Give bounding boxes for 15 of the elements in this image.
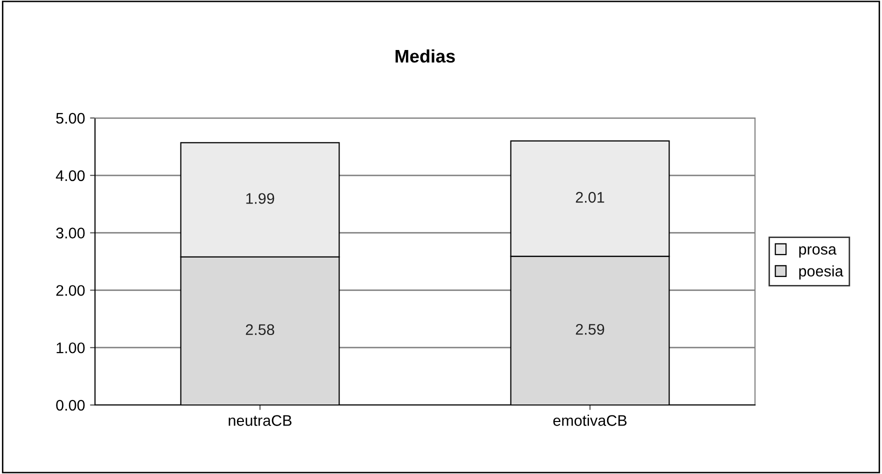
data-label: 2.59 <box>576 324 604 335</box>
data-label: 2.01 <box>576 192 604 203</box>
legend-label: poesia <box>799 265 844 280</box>
y-tick-label: 3.00 <box>56 228 85 238</box>
y-tick-label: 2.00 <box>56 285 85 296</box>
y-tick-label: 5.00 <box>56 112 85 124</box>
data-label: 1.99 <box>246 193 274 204</box>
chart-title: Medias <box>396 49 455 63</box>
y-tick-label: 4.00 <box>56 170 85 182</box>
x-tick-label: neutraCB <box>228 415 292 426</box>
data-label: 2.58 <box>246 324 274 336</box>
y-tick-label: 0.00 <box>56 400 85 411</box>
legend-label: prosa <box>799 246 836 258</box>
y-tick-label: 1.00 <box>56 342 85 354</box>
x-tick-label: emotivaCB <box>553 414 627 426</box>
